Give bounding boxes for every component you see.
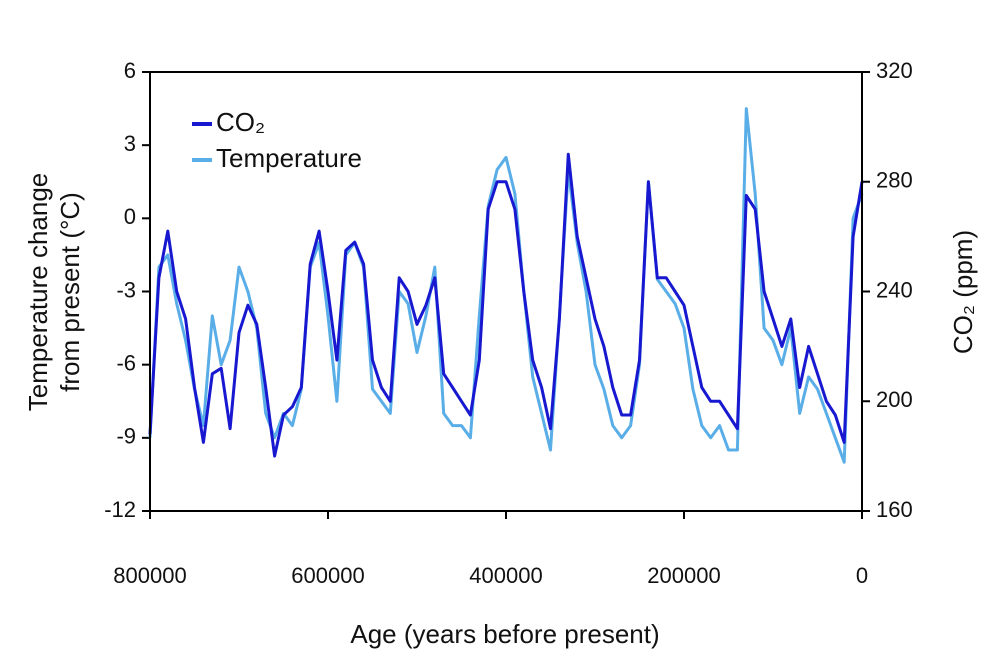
- y-tick-label: 3: [124, 131, 136, 156]
- x-tick-label: 200000: [647, 563, 720, 588]
- y2-tick-label: 320: [876, 58, 913, 83]
- y-axis-label: Temperature change: [23, 173, 53, 411]
- y-tick-label: -9: [116, 424, 136, 449]
- x-axis-label: Age (years before present): [350, 619, 659, 649]
- y2-axis-label: CO₂ (ppm): [948, 230, 978, 354]
- y-tick-label: 6: [124, 58, 136, 83]
- y2-tick-label: 240: [876, 277, 913, 302]
- x-tick-label: 800000: [113, 563, 186, 588]
- y-tick-label: -12: [104, 497, 136, 522]
- x-tick-label: 400000: [469, 563, 542, 588]
- legend-label: Temperature: [216, 143, 362, 173]
- y-axis-label: from present (°C): [55, 192, 85, 392]
- y-tick-label: -3: [116, 277, 136, 302]
- x-tick-label: 600000: [291, 563, 364, 588]
- series-line: [148, 152, 864, 458]
- legend-label: CO₂: [216, 107, 265, 137]
- x-tick-label: 0: [856, 563, 868, 588]
- y2-tick-label: 280: [876, 168, 913, 193]
- y2-tick-label: 160: [876, 497, 913, 522]
- y-tick-label: -6: [116, 350, 136, 375]
- plot-frame: [149, 71, 863, 512]
- y2-tick-label: 200: [876, 387, 913, 412]
- y-tick-label: 0: [124, 204, 136, 229]
